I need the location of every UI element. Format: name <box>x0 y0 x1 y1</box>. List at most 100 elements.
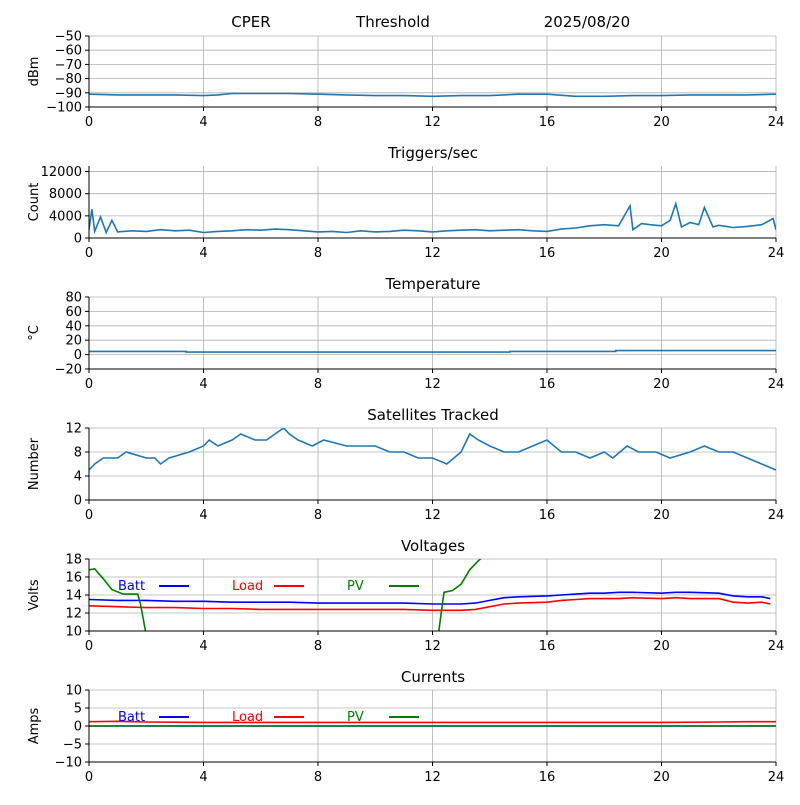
y-axis-label: Number <box>27 437 42 490</box>
x-tick-label: 8 <box>314 770 322 785</box>
x-tick-label: 20 <box>653 770 670 785</box>
x-tick-label: 4 <box>199 115 207 130</box>
x-tick-label: 20 <box>653 246 670 261</box>
x-tick-label: 24 <box>768 639 785 654</box>
chart-panel-4: 0 4 8 12 16 20 24 0 4 8 12 Satellites Tracked Number <box>27 406 784 523</box>
y-tick-label: 12 <box>65 607 82 622</box>
x-tick-label: 16 <box>539 377 556 392</box>
legend-label-load: Load <box>232 710 263 725</box>
chart-panel-2: 0 4 8 12 16 20 24 0 4000 8000 12000 Triggers/sec Cou… <box>27 144 784 261</box>
x-tick-label: 0 <box>85 377 93 392</box>
y-tick-label: −100 <box>46 101 82 116</box>
series-line-1 <box>89 428 776 471</box>
y-tick-label: 18 <box>65 553 82 568</box>
x-tick-label: 12 <box>424 115 441 130</box>
x-tick-label: 0 <box>85 508 93 523</box>
y-tick-label: 0 <box>74 720 82 735</box>
x-tick-label: 0 <box>85 770 93 785</box>
x-tick-label: 4 <box>199 639 207 654</box>
chart-title: Satellites Tracked <box>367 406 498 424</box>
y-tick-label: −50 <box>55 30 82 45</box>
y-tick-label: 0 <box>74 494 82 509</box>
series-line-load <box>89 596 771 612</box>
y-tick-label: 10 <box>65 625 82 640</box>
x-tick-label: 4 <box>199 770 207 785</box>
header-date: 2025/08/20 <box>544 13 630 31</box>
x-tick-label: 0 <box>85 246 93 261</box>
y-tick-label: −70 <box>55 58 82 73</box>
header-station: CPER <box>231 13 270 31</box>
x-tick-label: 8 <box>314 115 322 130</box>
y-tick-label: 12000 <box>41 165 82 180</box>
x-tick-label: 24 <box>768 377 785 392</box>
y-tick-label: 12 <box>65 422 82 437</box>
x-tick-label: 12 <box>424 770 441 785</box>
x-tick-label: 16 <box>539 246 556 261</box>
series-line-batt <box>89 591 771 605</box>
y-tick-label: 5 <box>74 702 82 717</box>
x-tick-label: 8 <box>314 639 322 654</box>
x-tick-label: 8 <box>314 508 322 523</box>
chart-title: Triggers/sec <box>387 144 478 162</box>
y-axis-label: Count <box>27 183 42 222</box>
x-tick-label: 20 <box>653 377 670 392</box>
x-tick-label: 24 <box>768 770 785 785</box>
series-line-1 <box>89 200 776 235</box>
chart-title: Currents <box>401 668 465 686</box>
legend-label-load: Load <box>232 579 263 594</box>
x-tick-label: 12 <box>424 639 441 654</box>
x-tick-label: 0 <box>85 115 93 130</box>
x-tick-label: 24 <box>768 246 785 261</box>
y-tick-label: 16 <box>65 571 82 586</box>
x-tick-label: 20 <box>653 115 670 130</box>
x-tick-label: 24 <box>768 115 785 130</box>
y-tick-label: 0 <box>74 232 82 247</box>
y-tick-label: −60 <box>55 44 82 59</box>
x-tick-label: 16 <box>539 770 556 785</box>
x-tick-label: 8 <box>314 377 322 392</box>
x-tick-label: 4 <box>199 377 207 392</box>
legend-label-pv: PV <box>347 710 364 725</box>
x-tick-label: 20 <box>653 508 670 523</box>
x-tick-label: 16 <box>539 115 556 130</box>
y-tick-label: 0 <box>74 348 82 363</box>
y-tick-label: 4 <box>74 470 82 485</box>
y-tick-label: 20 <box>65 334 82 349</box>
x-tick-label: 4 <box>199 246 207 261</box>
y-tick-label: 60 <box>65 305 82 320</box>
x-tick-label: 20 <box>653 639 670 654</box>
chart-panel-5: 0 4 8 12 16 20 24 10 12 14 16 18 Voltages Volts Batt Lo… <box>27 537 784 654</box>
x-tick-label: 12 <box>424 377 441 392</box>
x-tick-label: 4 <box>199 508 207 523</box>
y-axis-label: °C <box>27 325 42 341</box>
chart-title: Temperature <box>384 275 480 293</box>
y-tick-label: −80 <box>55 72 82 87</box>
chart-title: Voltages <box>401 537 465 555</box>
y-tick-label: −5 <box>63 738 82 753</box>
y-tick-label: −10 <box>55 756 82 771</box>
series-line-1 <box>89 349 776 353</box>
x-tick-label: 16 <box>539 639 556 654</box>
y-tick-label: 8000 <box>49 187 82 202</box>
chart-panel-1: 0 4 8 12 16 20 24 −100−90−80−70−60−50 dBm <box>27 30 784 131</box>
x-tick-label: 12 <box>424 246 441 261</box>
legend-label-batt: Batt <box>118 710 145 725</box>
y-tick-label: 10 <box>65 684 82 699</box>
y-tick-label: 4000 <box>49 209 82 224</box>
y-tick-label: 40 <box>65 319 82 334</box>
header-mode: Threshold <box>355 13 430 31</box>
x-tick-label: 12 <box>424 508 441 523</box>
x-tick-label: 0 <box>85 639 93 654</box>
y-axis-label: Amps <box>27 707 42 744</box>
y-axis-label: Volts <box>27 579 42 611</box>
y-tick-label: −90 <box>55 86 82 101</box>
legend-label-pv: PV <box>347 579 364 594</box>
chart-panel-6: 0 4 8 12 16 20 24 −10 −5 0 5 10 Currents Amps Batt Load… <box>27 668 784 785</box>
x-tick-label: 16 <box>539 508 556 523</box>
y-tick-label: 8 <box>74 446 82 461</box>
y-tick-label: −20 <box>55 363 82 378</box>
legend-label-batt: Batt <box>118 579 145 594</box>
